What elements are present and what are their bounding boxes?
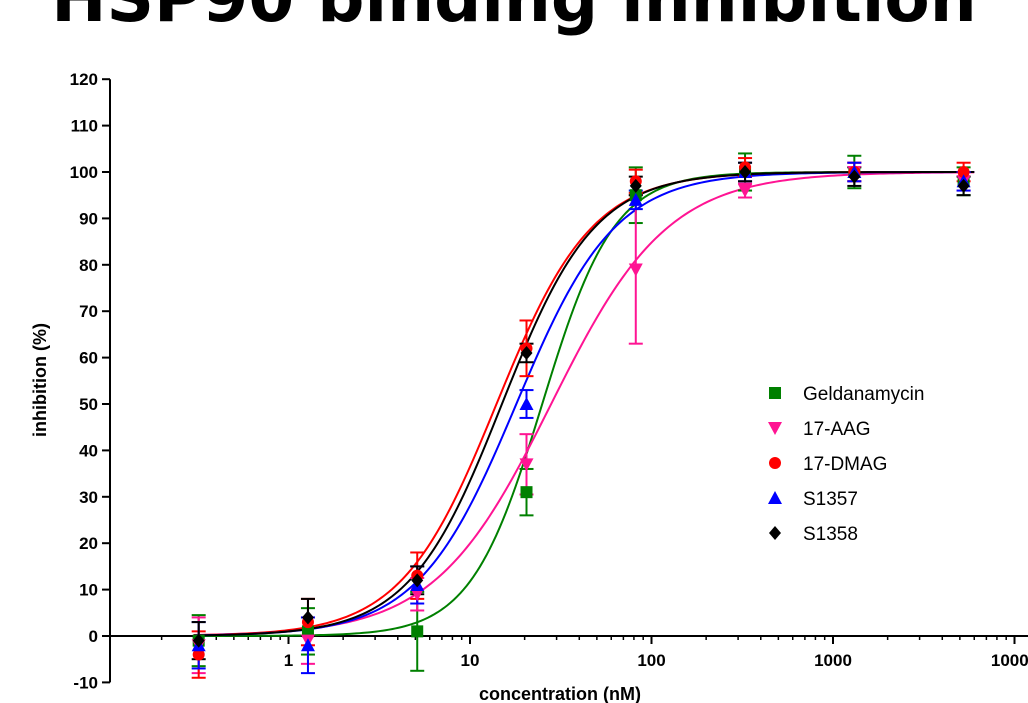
data-point xyxy=(301,625,314,638)
legend-marker-geldanamycin xyxy=(769,387,781,399)
data-point xyxy=(739,165,752,179)
data-point xyxy=(957,178,970,193)
y-tick-label: 10 xyxy=(79,581,98,600)
y-tick-label: 110 xyxy=(71,117,98,136)
data-point xyxy=(411,625,424,638)
y-tick-label: -10 xyxy=(73,673,98,692)
data-point xyxy=(628,263,643,277)
y-tick-label: 120 xyxy=(70,70,98,89)
legend-label: 17-AAG xyxy=(803,419,871,440)
y-tick-label: 70 xyxy=(79,302,98,321)
data-point xyxy=(738,184,753,198)
legend-label: S1357 xyxy=(803,489,858,510)
y-tick-label: 90 xyxy=(79,209,98,228)
data-point xyxy=(520,486,533,499)
x-tick-label: 10000 xyxy=(991,651,1028,670)
data-point xyxy=(628,192,643,206)
x-tick-label: 100 xyxy=(637,651,665,670)
data-point xyxy=(629,178,642,193)
data-point xyxy=(519,458,534,472)
data-point xyxy=(410,588,425,602)
y-tick-label: 50 xyxy=(79,395,98,414)
data-point xyxy=(519,397,534,410)
data-point xyxy=(192,648,205,661)
data-point xyxy=(300,638,315,652)
y-tick-label: 20 xyxy=(79,534,98,553)
fit-curve-s1358 xyxy=(193,171,975,637)
error-bars xyxy=(191,152,971,679)
legend-marker-s1357 xyxy=(768,491,782,504)
y-tick-label: 30 xyxy=(79,488,98,507)
legend-marker-17-aag xyxy=(768,422,782,435)
data-point xyxy=(848,169,861,184)
x-tick-label: 1 xyxy=(284,651,293,670)
data-point xyxy=(301,610,314,625)
data-point xyxy=(520,345,533,360)
y-tick-label: 0 xyxy=(89,627,98,646)
fit-curves xyxy=(193,171,975,637)
y-axis-title: inhibition (%) xyxy=(30,323,50,437)
data-point xyxy=(957,166,970,178)
y-tick-label: 100 xyxy=(70,163,98,182)
chart-title: HSP90 binding inhibition xyxy=(0,0,1028,44)
y-tick-label: 80 xyxy=(79,256,98,275)
x-tick-label: 1000 xyxy=(814,651,852,670)
data-point xyxy=(411,573,424,588)
x-axis-title: concentration (nM) xyxy=(479,684,641,703)
data-point xyxy=(192,633,205,648)
x-tick-label: 10 xyxy=(461,651,480,670)
legend: Geldanamycin 17-AAG 17-DMAG S1357 S1358 xyxy=(768,384,924,545)
data-points xyxy=(191,161,971,661)
legend-label: S1358 xyxy=(803,524,858,545)
legend-label: 17-DMAG xyxy=(803,454,887,475)
legend-marker-s1358 xyxy=(769,526,781,540)
legend-label: Geldanamycin xyxy=(803,384,924,405)
y-tick-label: 40 xyxy=(79,441,98,460)
legend-marker-17-dmag xyxy=(769,457,781,469)
y-tick-label: 60 xyxy=(79,349,98,368)
